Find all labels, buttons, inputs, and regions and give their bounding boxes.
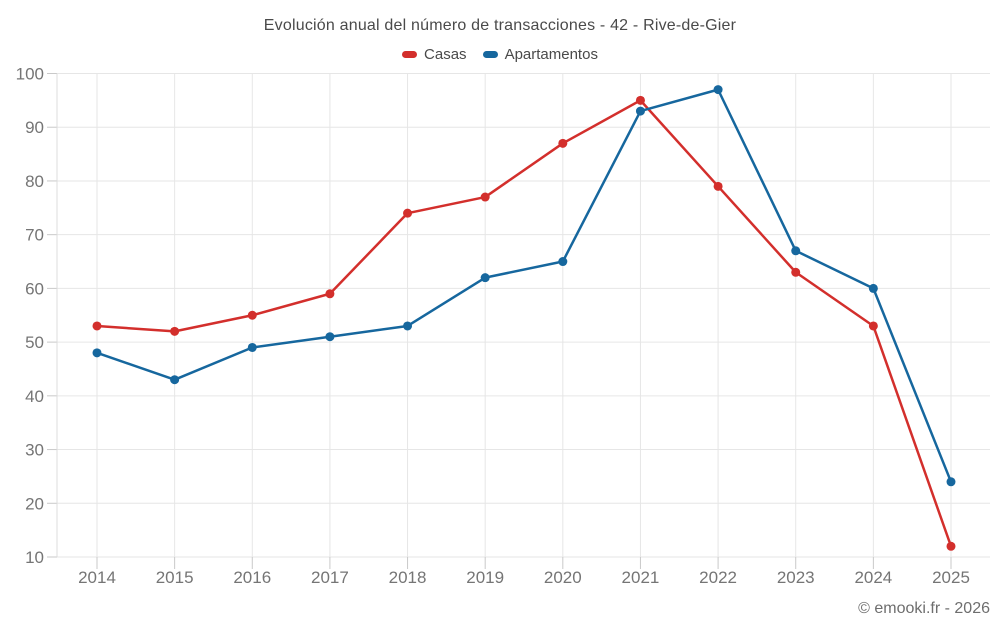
x-axis-label-2020: 2020	[544, 568, 582, 587]
legend-swatch-apartamentos	[482, 51, 498, 58]
y-axis-label-60: 60	[25, 279, 44, 298]
data-point-apartamentos-2015[interactable]	[170, 375, 180, 385]
y-axis-label-70: 70	[25, 226, 44, 245]
data-point-apartamentos-2017[interactable]	[325, 332, 335, 342]
data-point-casas-2021[interactable]	[635, 95, 645, 105]
series-line-casas	[95, 99, 953, 548]
data-point-apartamentos-2023[interactable]	[791, 246, 801, 256]
y-axis-label-100: 100	[16, 65, 44, 84]
chart-title: Evolución anual del número de transaccio…	[263, 17, 737, 34]
legend-item-apartamentos[interactable]: Apartamentos	[482, 46, 598, 63]
data-point-apartamentos-2020[interactable]	[558, 257, 568, 267]
x-axis-label-2018: 2018	[389, 568, 427, 587]
data-point-casas-2023[interactable]	[791, 267, 801, 277]
data-point-apartamentos-2022[interactable]	[713, 85, 723, 95]
data-point-casas-2024[interactable]	[868, 321, 878, 331]
legend-label-casas: Casas	[424, 46, 467, 63]
legend-swatch-casas	[402, 51, 418, 58]
x-axis-label-2023: 2023	[777, 568, 815, 587]
x-axis-label-2024: 2024	[854, 568, 892, 587]
x-axis-label-2016: 2016	[233, 568, 271, 587]
y-axis-label-30: 30	[25, 441, 44, 460]
data-point-casas-2025[interactable]	[946, 541, 956, 551]
x-axis-label-2014: 2014	[78, 568, 116, 587]
data-point-apartamentos-2019[interactable]	[480, 273, 490, 283]
legend-label-apartamentos: Apartamentos	[504, 46, 598, 63]
x-axis-label-2019: 2019	[466, 568, 504, 587]
data-point-apartamentos-2014[interactable]	[92, 348, 102, 358]
data-point-casas-2015[interactable]	[170, 326, 180, 336]
legend-item-casas[interactable]: Casas	[402, 46, 467, 63]
data-point-casas-2018[interactable]	[403, 208, 413, 218]
x-axis-label-2025: 2025	[932, 568, 970, 587]
chart-legend: Casas Apartamentos	[0, 46, 1000, 63]
copyright-credit: © emooki.fr - 2026	[858, 600, 990, 617]
data-point-apartamentos-2021[interactable]	[635, 106, 645, 116]
x-axis-label-2015: 2015	[156, 568, 194, 587]
y-axis-label-40: 40	[25, 387, 44, 406]
data-point-apartamentos-2016[interactable]	[247, 342, 257, 352]
x-axis-label-2022: 2022	[699, 568, 737, 587]
y-axis-label-80: 80	[25, 172, 44, 191]
y-axis-label-10: 10	[25, 548, 44, 567]
data-point-apartamentos-2025[interactable]	[946, 477, 956, 487]
x-axis-label-2017: 2017	[311, 568, 349, 587]
x-axis-label-2021: 2021	[622, 568, 660, 587]
y-axis-label-20: 20	[25, 494, 44, 513]
data-point-casas-2016[interactable]	[247, 310, 257, 320]
y-axis-label-50: 50	[25, 333, 44, 352]
data-point-casas-2022[interactable]	[713, 181, 723, 191]
y-axis-label-90: 90	[25, 118, 44, 137]
data-point-casas-2019[interactable]	[480, 192, 490, 202]
data-point-casas-2017[interactable]	[325, 289, 335, 299]
data-point-apartamentos-2018[interactable]	[403, 321, 413, 331]
data-point-casas-2020[interactable]	[558, 138, 568, 148]
series-line-apartamentos	[95, 88, 953, 484]
data-point-casas-2014[interactable]	[92, 321, 102, 331]
data-point-apartamentos-2024[interactable]	[868, 283, 878, 293]
